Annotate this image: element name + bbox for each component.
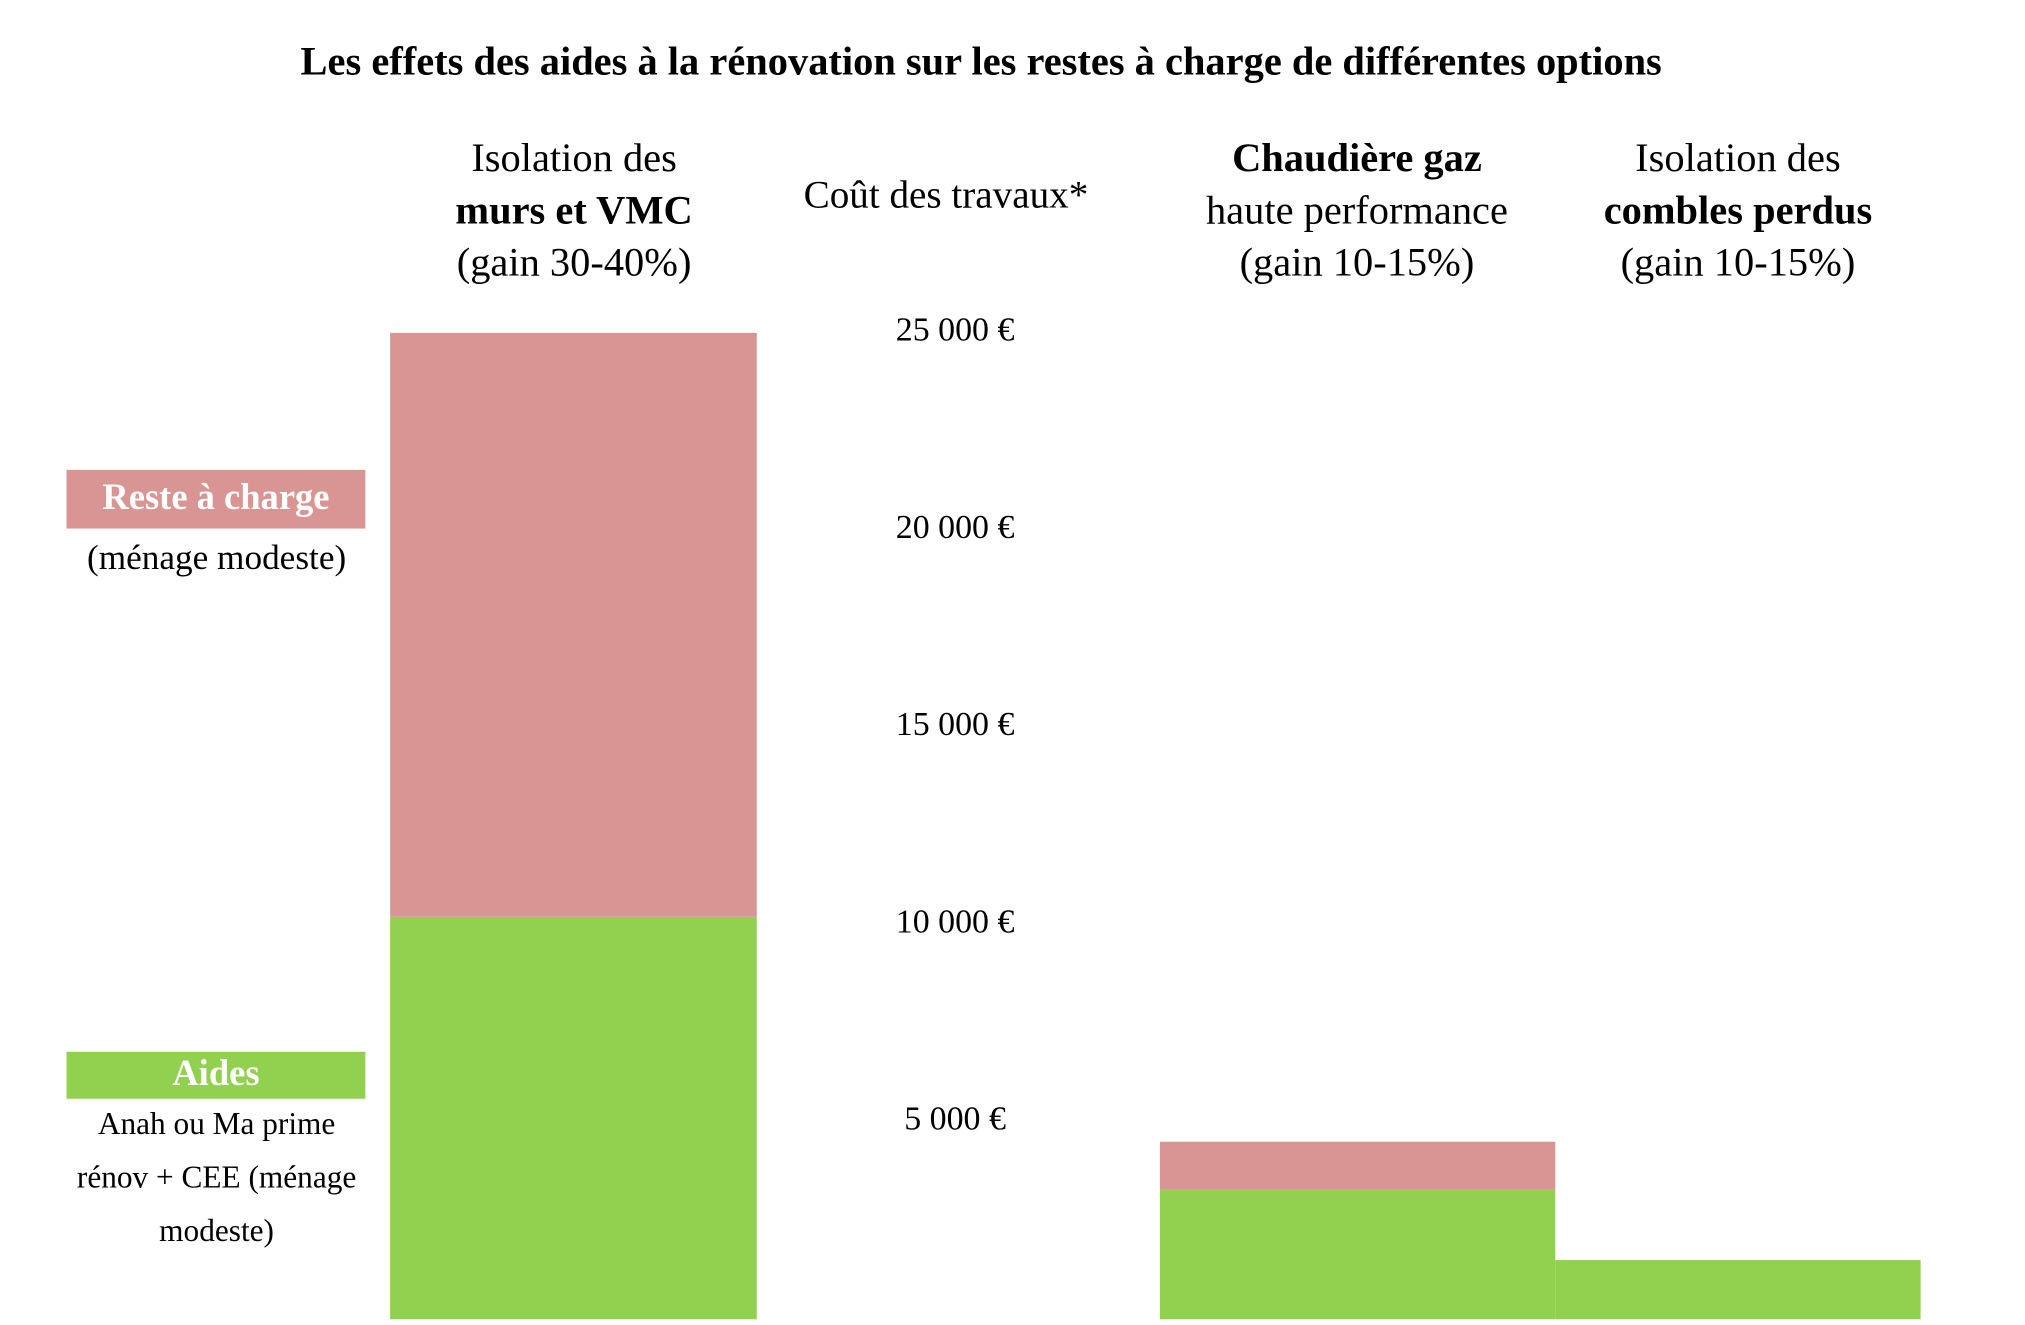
category-label: Isolation des [1635, 135, 1841, 180]
legend-swatch [66, 469, 366, 529]
legend-description: Anah ou Ma prime rénov + CEE (ménage mod… [76, 1107, 357, 1249]
bar-segment [1555, 1260, 1921, 1320]
legend-label: Reste à charge [102, 476, 329, 517]
category-label: haute performance [1206, 187, 1508, 232]
chart-title: Les effets des aides à la rénovation sur… [301, 39, 1662, 84]
y-tick-label: 25 000 € [896, 312, 1015, 349]
y-tick-label: 15 000 € [896, 706, 1015, 743]
y-tick-label: 10 000 € [896, 903, 1015, 940]
legend-swatch [66, 1051, 366, 1099]
category-label: (gain 30-40%) [457, 240, 692, 285]
category-label: Chaudière gaz [1232, 135, 1482, 180]
legend-description: (ménage modeste) [86, 537, 347, 577]
bar-segment [390, 916, 757, 1320]
legend-description-box: Anah ou Ma prime rénov + CEE (ménage mod… [76, 1107, 357, 1249]
bar-segment [1159, 1189, 1556, 1320]
category-label: Isolation des [471, 135, 677, 180]
category-label: murs et VMC [455, 187, 692, 232]
category-label: combles perdus [1604, 187, 1872, 232]
y-tick-label: 20 000 € [896, 509, 1015, 546]
category-label: (gain 10-15%) [1240, 240, 1475, 285]
y-tick-label: 5 000 € [904, 1101, 1006, 1138]
legend-label: Aides [172, 1052, 259, 1093]
category-label: (gain 10-15%) [1621, 240, 1856, 285]
legend-description-box: (ménage modeste) [86, 537, 347, 577]
bar-segment [1159, 1141, 1556, 1190]
y-axis-label: Coût des travaux* [804, 173, 1089, 216]
bar-segment [390, 332, 757, 917]
